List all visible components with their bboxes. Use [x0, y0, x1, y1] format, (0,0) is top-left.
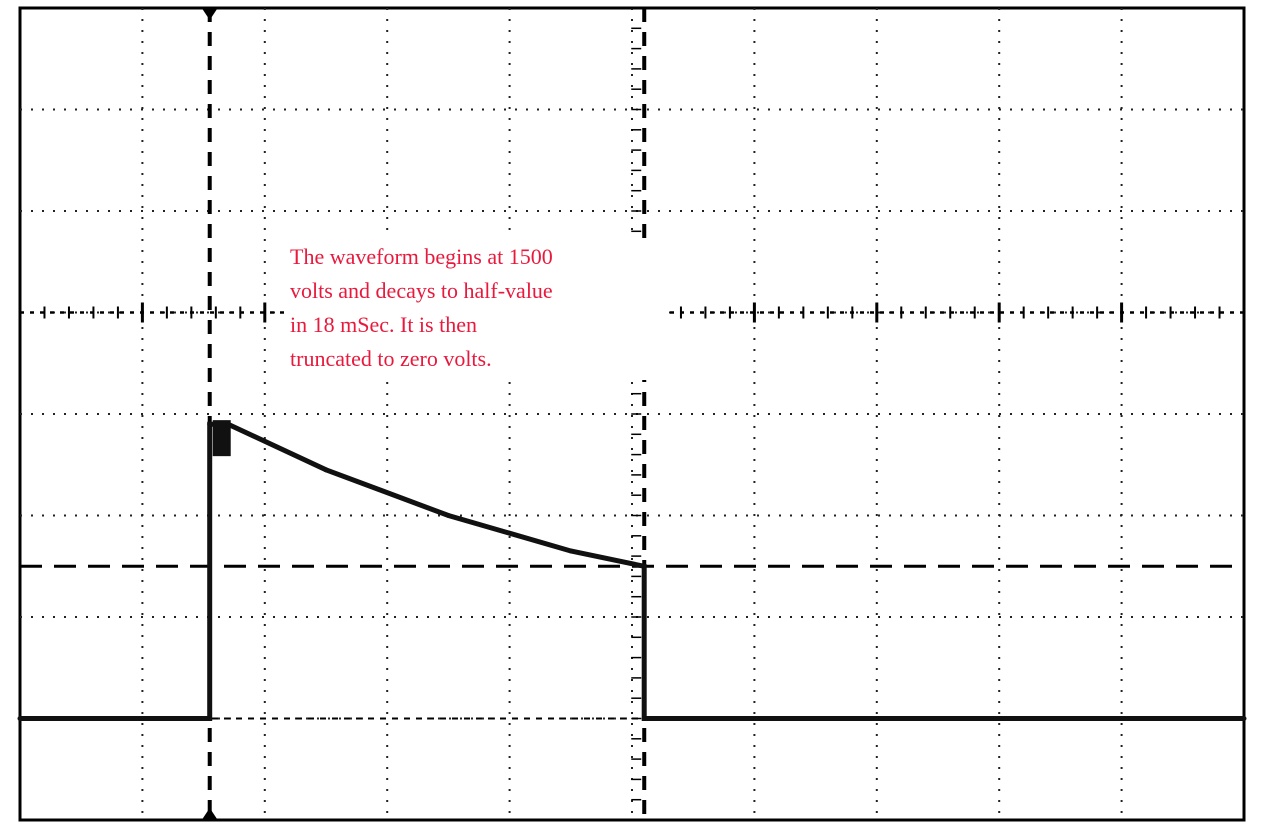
annotation-line-2: volts and decays to half-value: [290, 278, 553, 303]
cursor-marker-top: [201, 8, 218, 20]
waveform-annotation: The waveform begins at 1500 volts and de…: [284, 238, 666, 380]
trace-point: [207, 716, 213, 721]
trace-point: [17, 716, 23, 721]
trace-point: [641, 563, 647, 569]
peak-marker: [212, 420, 231, 457]
trace-point: [445, 513, 451, 518]
trace-point: [207, 421, 213, 427]
trace-point: [1241, 716, 1247, 721]
annotation-line-4: truncated to zero volts.: [290, 346, 492, 371]
trace-point: [568, 548, 574, 554]
cursor-marker-bottom: [201, 808, 218, 820]
trace-point: [641, 716, 647, 721]
trace-point: [323, 467, 329, 473]
trace-layer: [17, 420, 1247, 721]
annotation-line-3: in 18 mSec. It is then: [290, 312, 477, 337]
annotation-line-1: The waveform begins at 1500: [290, 244, 553, 269]
waveform-trace: [20, 421, 1244, 721]
